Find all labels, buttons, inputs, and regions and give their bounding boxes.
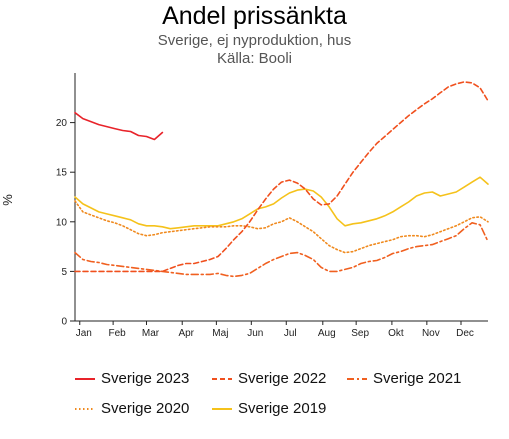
y-tick-label: 5 [61, 267, 67, 278]
legend-label: Sverige 2021 [373, 370, 462, 387]
legend-item: Sverige 2021 [347, 370, 461, 387]
legend-label: Sverige 2020 [101, 400, 190, 417]
y-axis-label: % [0, 194, 15, 206]
line-chart: 0 5 10 15 20 Jan Feb Mar Apr Maj Jun Jul Aug Sep Okt No… [0, 73, 489, 339]
legend-swatch [212, 377, 232, 380]
legend-swatch [212, 407, 232, 410]
legend-label: Sverige 2019 [238, 400, 327, 417]
chart-source: Källa: Booli [216, 50, 293, 67]
y-tick-label: 10 [56, 217, 68, 228]
series-line-sverige-2021 [74, 222, 489, 278]
legend-swatch [75, 377, 95, 380]
legend-item: Sverige 2022 [212, 370, 326, 387]
x-tick-label: Sep [351, 328, 369, 339]
x-tick-label: Maj [212, 328, 228, 339]
series-line-sverige-2023 [74, 111, 164, 141]
x-tick-label: Apr [178, 328, 194, 339]
x-tick-label: Dec [456, 328, 474, 339]
chart-title: Andel prissänkta [162, 2, 347, 30]
x-tick-label: Jul [284, 328, 297, 339]
y-tick-label: 20 [56, 118, 68, 129]
legend-item: Sverige 2020 [75, 400, 189, 417]
legend-swatch [347, 377, 367, 380]
x-tick-label: Aug [318, 328, 336, 339]
x-tick-label: Feb [109, 328, 127, 339]
series-line-sverige-2022 [74, 81, 489, 273]
legend-label: Sverige 2022 [238, 370, 327, 387]
y-tick-label: 15 [56, 168, 68, 179]
x-tick-label: Okt [388, 328, 404, 339]
series-line-sverige-2019 [74, 176, 489, 230]
x-tick-label: Mar [142, 328, 160, 339]
y-tick-label: 0 [61, 317, 67, 328]
x-tick-label: Jan [76, 328, 92, 339]
chart-subtitle: Sverige, ej nyproduktion, hus [157, 32, 352, 49]
x-tick-label: Nov [422, 328, 440, 339]
x-tick-label: Jun [247, 328, 263, 339]
legend-label: Sverige 2023 [101, 370, 190, 387]
legend-swatch [75, 407, 95, 410]
legend-item: Sverige 2019 [212, 400, 326, 417]
legend-item: Sverige 2023 [75, 370, 189, 387]
